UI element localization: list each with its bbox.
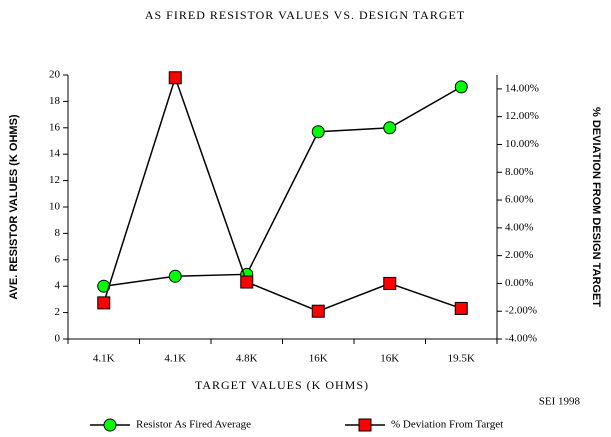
y-tick-label: 16 xyxy=(49,121,61,133)
y2-tick-label: 6.00% xyxy=(505,194,533,206)
data-point xyxy=(383,121,397,135)
legend-marker xyxy=(358,418,372,432)
x-tick-label: 19.5K xyxy=(448,353,475,365)
annotation: SEI 1998 xyxy=(539,396,581,408)
legend-label: % Deviation From Target xyxy=(391,419,503,431)
y-tick-label: 10 xyxy=(49,201,61,213)
y-tick-label: 0 xyxy=(55,333,61,345)
data-point xyxy=(168,269,182,283)
data-point xyxy=(311,304,325,318)
data-point xyxy=(240,275,254,289)
y-tick-label: 2 xyxy=(55,306,61,318)
y-tick-label: 12 xyxy=(49,174,60,186)
y2-axis-label: % DEVIATION FROM DESIGN TARGET xyxy=(590,107,602,307)
data-point xyxy=(454,80,468,94)
y2-tick-label: 8.00% xyxy=(505,166,533,178)
x-axis-label: TARGET VALUES (K OHMS) xyxy=(195,378,369,392)
legend-marker xyxy=(103,418,117,432)
legend-label: Resistor As Fired Average xyxy=(136,419,251,431)
series-line xyxy=(103,75,462,313)
y-tick-label: 20 xyxy=(49,69,61,81)
data-point xyxy=(383,276,397,290)
y-tick-label: 14 xyxy=(49,148,61,160)
data-point xyxy=(97,296,111,310)
y2-tick-label: 0.00% xyxy=(505,277,533,289)
x-tick-label: 4.1K xyxy=(93,353,115,365)
y-tick-label: 6 xyxy=(55,253,61,265)
y-tick-label: 8 xyxy=(55,227,61,239)
y2-tick-label: 12.00% xyxy=(505,110,539,122)
y-axis-label: AVE. RESISTOR VALUES (K OHMS) xyxy=(8,114,20,300)
y2-tick-label: 14.00% xyxy=(505,82,539,94)
y2-tick-label: -2.00% xyxy=(505,305,537,317)
x-tick-label: 4.1K xyxy=(164,353,186,365)
y2-tick-label: -4.00% xyxy=(505,333,537,345)
x-tick-label: 16K xyxy=(309,353,328,365)
x-tick-label: 16K xyxy=(380,353,399,365)
data-point xyxy=(168,71,182,85)
y-tick-label: 4 xyxy=(55,280,61,292)
data-point xyxy=(311,125,325,139)
chart-title: AS FIRED RESISTOR VALUES VS. DESIGN TARG… xyxy=(145,8,465,22)
y2-tick-label: 4.00% xyxy=(505,221,533,233)
data-point xyxy=(454,301,468,315)
y2-tick-label: 2.00% xyxy=(505,249,533,261)
series-line xyxy=(103,86,462,287)
y-tick-label: 18 xyxy=(49,95,61,107)
y2-tick-label: 10.00% xyxy=(505,138,539,150)
x-tick-label: 4.8K xyxy=(236,353,258,365)
